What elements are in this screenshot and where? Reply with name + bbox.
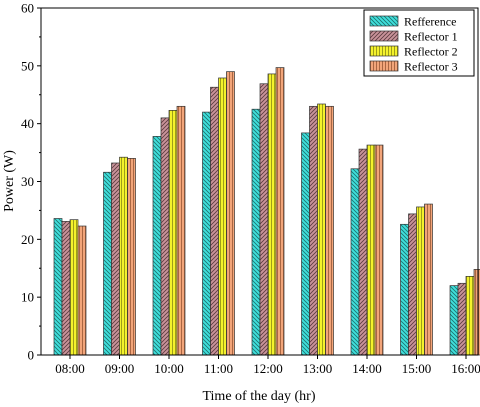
x-tick-label: 15:00	[402, 361, 432, 376]
bar-reflector-2-1100	[218, 77, 227, 356]
bar-reflector-1-1200	[259, 83, 269, 356]
x-tick-label: 13:00	[303, 361, 333, 376]
bar-reflector-1-1000	[160, 117, 170, 356]
x-tick-label: 10:00	[154, 361, 184, 376]
bar-reflector-3-1200	[275, 67, 285, 356]
x-tick-label: 11:00	[204, 361, 233, 376]
y-axis-label: Power (W)	[2, 150, 17, 212]
bar-reflector-3-1400	[374, 144, 384, 356]
bar-reflector-2-1300	[317, 103, 326, 356]
bar-refference-0900	[103, 171, 112, 356]
bar-reflector-1-1400	[358, 148, 368, 356]
legend-swatch	[369, 60, 399, 72]
y-tick-label: 60	[21, 1, 34, 16]
bar-refference-1400	[350, 168, 360, 356]
y-tick-label: 20	[21, 232, 34, 247]
x-tick-label: 12:00	[253, 361, 283, 376]
bar-refference-1600	[449, 285, 459, 356]
y-tick-label: 50	[21, 58, 34, 73]
legend-label: Reflector 2	[404, 45, 458, 59]
bar-refference-1100	[202, 111, 211, 356]
bar-refference-1000	[152, 136, 162, 356]
bar-reflector-3-1600	[473, 269, 480, 356]
bar-reflector-2-1000	[168, 110, 178, 356]
x-tick-label: 14:00	[352, 361, 382, 376]
bar-refference-1500	[400, 223, 409, 356]
bar-refference-0800	[53, 218, 63, 356]
bar-reflector-3-1300	[325, 105, 334, 356]
legend-label: Refference	[404, 15, 456, 29]
y-tick-label: 10	[21, 290, 34, 305]
x-tick-label: 16:00	[451, 361, 480, 376]
y-axis: 0 10 20 30 40 50 60	[21, 1, 41, 363]
bar-reflector-1-0800	[61, 221, 71, 356]
legend-swatch	[369, 30, 399, 42]
bar-refference-1300	[301, 132, 310, 356]
x-axis-label: Time of the day (hr)	[202, 389, 315, 404]
legend-label: Reflector 1	[404, 30, 458, 44]
bar-reflector-2-0800	[69, 219, 79, 356]
bar-reflector-1-0900	[111, 162, 120, 356]
bar-reflector-2-1400	[366, 144, 376, 356]
bar-reflector-3-0900	[127, 158, 136, 356]
legend-swatch	[369, 15, 399, 27]
y-tick-label: 40	[21, 116, 34, 131]
bar-reflector-2-0900	[119, 156, 128, 356]
bar-refference-1200	[251, 108, 261, 356]
bars-group	[53, 67, 480, 356]
bar-reflector-2-1200	[267, 73, 277, 356]
legend-label: Reflector 3	[404, 60, 458, 74]
y-tick-label: 0	[28, 348, 35, 363]
bar-reflector-1-1300	[309, 105, 318, 356]
x-tick-label: 08:00	[55, 361, 85, 376]
bar-reflector-1-1600	[457, 282, 467, 356]
y-tick-label: 30	[21, 174, 34, 189]
bar-reflector-3-1500	[424, 203, 433, 356]
bar-reflector-1-1500	[408, 213, 417, 356]
bar-reflector-3-1000	[176, 105, 186, 356]
bar-reflector-3-1100	[226, 71, 235, 356]
bar-reflector-3-0800	[77, 225, 87, 356]
bar-reflector-1-1100	[210, 86, 219, 356]
x-axis: 08:00 09:00 10:00 11:00 12:00 13:00 14:00 15:00…	[55, 355, 480, 376]
bar-reflector-2-1500	[416, 206, 425, 356]
x-tick-label: 09:00	[105, 361, 135, 376]
legend-swatch	[369, 45, 399, 57]
bar-reflector-2-1600	[465, 276, 475, 356]
